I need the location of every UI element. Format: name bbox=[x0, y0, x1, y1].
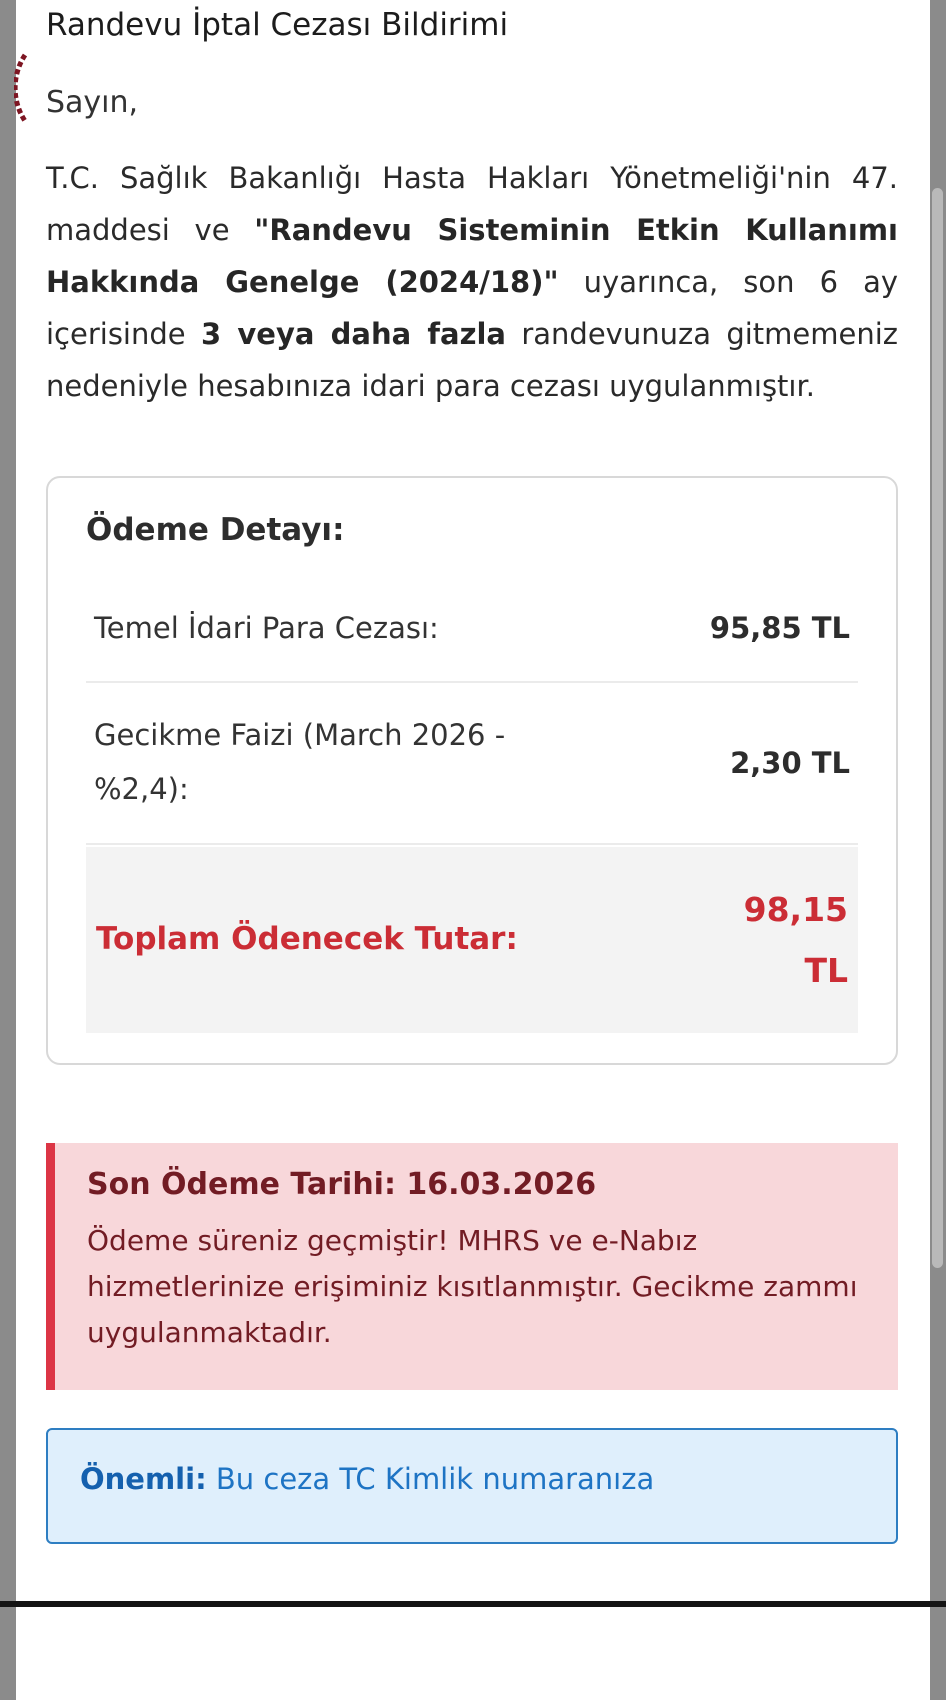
info-bold-label: Önemli: bbox=[80, 1461, 207, 1496]
payment-detail-card: Ödeme Detayı: Temel İdari Para Cezası: 9… bbox=[46, 475, 898, 1065]
row-label: Temel İdari Para Cezası: bbox=[94, 610, 439, 645]
alert-body-text: Ödeme süreniz geçmiştir! MHRS ve e-Nabız… bbox=[87, 1223, 858, 1349]
payment-row-total: Toplam Ödenecek Tutar: 98,15 TL bbox=[86, 846, 858, 1033]
ministry-logo-partial-icon bbox=[14, 52, 30, 126]
salutation: Sayın, bbox=[46, 84, 139, 120]
payment-heading: Ödeme Detayı: bbox=[86, 511, 345, 548]
alert-due-date-heading: Son Ödeme Tarihi: 16.03.2026 bbox=[87, 1166, 597, 1202]
important-info-note: Önemli: Bu ceza TC Kimlik numaranıza bbox=[46, 1427, 898, 1545]
notification-content: Randevu İptal Cezası Bildirimi Sayın, T.… bbox=[16, 0, 930, 1604]
intro-paragraph: T.C. Sağlık Bakanlığı Hasta Hakları Yöne… bbox=[46, 152, 898, 412]
info-text: Bu ceza TC Kimlik numaranıza bbox=[206, 1461, 655, 1496]
row-value: 98,15 TL bbox=[743, 889, 848, 990]
intro-text-3: randevunuza gitmemeniz nedeniyle hesabın… bbox=[46, 316, 898, 403]
overdue-alert: Son Ödeme Tarihi: 16.03.2026 Ödeme süren… bbox=[46, 1142, 898, 1390]
row-label-text: Gecikme Faizi (March 2026 - %2,4): bbox=[94, 718, 506, 806]
scrollbar-thumb[interactable] bbox=[932, 188, 943, 1268]
page-title: Randevu İptal Cezası Bildirimi bbox=[46, 7, 509, 43]
scrollbar-track[interactable] bbox=[930, 0, 946, 1607]
row-label: Toplam Ödenecek Tutar: bbox=[96, 921, 518, 958]
payment-row-late-interest: Gecikme Faizi (March 2026 - %2,4): 2,30 … bbox=[86, 683, 858, 845]
bottom-device-bar bbox=[0, 1601, 946, 1607]
intro-bold-regulation: "Randevu Sisteminin Etkin Kullanımı Hakk… bbox=[46, 212, 898, 299]
row-label: Gecikme Faizi (March 2026 - %2,4): bbox=[94, 709, 610, 816]
intro-bold-count: 3 veya daha fazla bbox=[200, 316, 506, 351]
intro-text-2: uyarınca, son 6 ay içerisinde bbox=[46, 264, 898, 351]
intro-text-1: T.C. Sağlık Bakanlığı Hasta Hakları Yöne… bbox=[46, 160, 898, 247]
row-value: 2,30 TL bbox=[730, 745, 850, 780]
row-value: 95,85 TL bbox=[709, 611, 850, 646]
payment-row-base-fine: Temel İdari Para Cezası: 95,85 TL bbox=[86, 576, 858, 684]
notification-page: Randevu İptal Cezası Bildirimi Sayın, T.… bbox=[14, 0, 930, 1700]
